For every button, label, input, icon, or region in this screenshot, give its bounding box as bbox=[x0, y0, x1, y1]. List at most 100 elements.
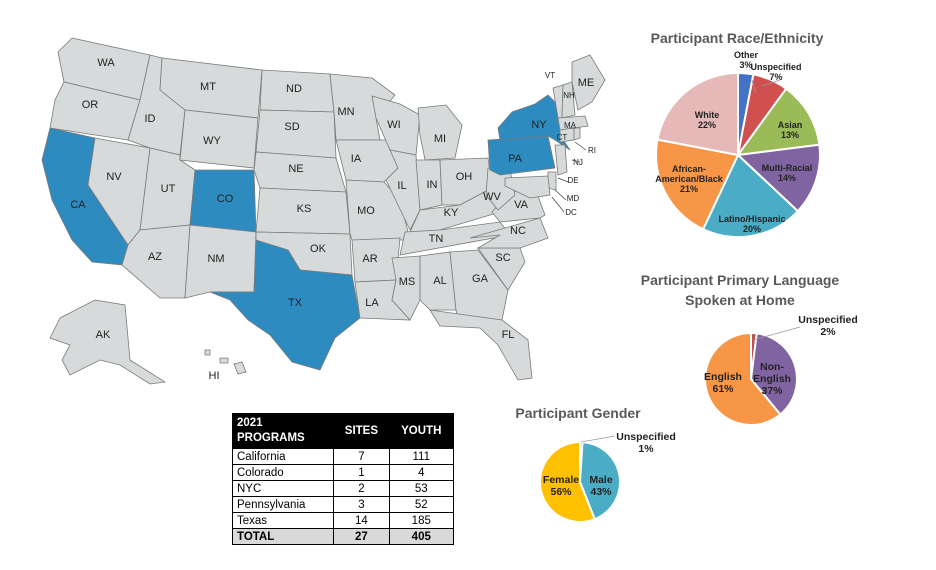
gender-chart-title: Participant Gender bbox=[515, 405, 641, 421]
state-mn bbox=[329, 73, 396, 141]
state-label-or: OR bbox=[82, 99, 99, 111]
state-label-tx: TX bbox=[288, 297, 303, 309]
table-cell-youth: 52 bbox=[388, 496, 455, 513]
state-label-nv: NV bbox=[106, 171, 122, 183]
pie-slice bbox=[701, 153, 800, 238]
state-label-nj: NJ bbox=[573, 158, 583, 167]
table-cell-youth: 405 bbox=[388, 528, 455, 545]
state-label-al: AL bbox=[433, 275, 446, 287]
pie-data-label: Unspecified 1% bbox=[616, 431, 676, 455]
state-label-vt: VT bbox=[545, 71, 555, 80]
state-label-mo: MO bbox=[357, 205, 375, 217]
state-label-ok: OK bbox=[310, 243, 327, 255]
state-label-va: VA bbox=[514, 199, 529, 211]
table-row: California 7 111 bbox=[231, 448, 455, 465]
state-label-md: MD bbox=[567, 194, 580, 203]
state-md bbox=[504, 175, 551, 199]
language-chart-title: Participant Primary Language Spoken at H… bbox=[640, 272, 840, 308]
state-label-tn: TN bbox=[429, 233, 444, 245]
state-label-nh: NH bbox=[563, 91, 575, 100]
state-nj bbox=[554, 144, 568, 176]
pie-data-label: Multi-Racial 14% bbox=[762, 163, 813, 183]
state-or bbox=[49, 81, 141, 141]
table-cell-youth: 4 bbox=[388, 464, 455, 481]
state-label-wy: WY bbox=[203, 135, 221, 147]
pie-data-label: White 22% bbox=[695, 110, 720, 130]
table-row: Colorado 1 4 bbox=[231, 464, 455, 481]
table-cell-youth: 111 bbox=[388, 448, 455, 465]
state-hi-3 bbox=[233, 361, 247, 375]
table-header-row: 2021 PROGRAMS SITES YOUTH bbox=[231, 413, 455, 449]
state-nh bbox=[561, 81, 576, 119]
state-label-nc: NC bbox=[510, 225, 526, 237]
table-cell-name: NYC bbox=[231, 480, 335, 497]
pie-slice bbox=[539, 440, 597, 523]
pie-data-label: Male 43% bbox=[589, 474, 613, 498]
state-tx bbox=[209, 239, 361, 371]
state-label-pa: PA bbox=[508, 153, 523, 165]
table-cell-name: California bbox=[231, 448, 335, 465]
table-cell-name: Pennsylvania bbox=[231, 496, 335, 513]
table-cell-sites: 27 bbox=[333, 528, 390, 545]
table-cell-sites: 1 bbox=[333, 464, 390, 481]
state-label-dc: DC bbox=[565, 208, 577, 217]
table-cell-youth: 53 bbox=[388, 480, 455, 497]
state-label-nd: ND bbox=[286, 83, 302, 95]
table-row: NYC 2 53 bbox=[231, 480, 455, 497]
state-label-ak: AK bbox=[96, 329, 111, 341]
state-label-az: AZ bbox=[148, 251, 162, 263]
pie-slice bbox=[704, 331, 782, 426]
state-label-fl: FL bbox=[502, 329, 515, 341]
pie-data-label: Non-English 37% bbox=[753, 361, 791, 397]
state-label-ar: AR bbox=[362, 253, 377, 265]
state-label-ma: MA bbox=[564, 121, 577, 130]
state-fl bbox=[429, 309, 533, 381]
state-ri bbox=[573, 127, 581, 141]
pie-data-label: Asian 13% bbox=[778, 120, 803, 140]
state-hi bbox=[204, 349, 211, 356]
pie-data-label: Unspecified 2% bbox=[798, 314, 858, 338]
table-cell-name: Texas bbox=[231, 512, 335, 529]
pie-data-label: Unspecified 7% bbox=[750, 62, 801, 82]
state-label-ks: KS bbox=[297, 203, 312, 215]
pie-leader-line bbox=[580, 435, 616, 443]
state-label-sd: SD bbox=[284, 121, 299, 133]
state-label-co: CO bbox=[217, 193, 234, 205]
pie-slice bbox=[656, 71, 739, 157]
pie-slice bbox=[655, 138, 740, 231]
state-label-nm: NM bbox=[207, 253, 224, 265]
state-label-sc: SC bbox=[495, 252, 510, 264]
pie-leader-line bbox=[761, 79, 781, 87]
race-chart-title: Participant Race/Ethnicity bbox=[650, 30, 824, 46]
table-row: Texas 14 185 bbox=[231, 512, 455, 529]
pie-leader-line bbox=[752, 326, 801, 341]
table-cell-name: Colorado bbox=[231, 464, 335, 481]
table-row: Pennsylvania 3 52 bbox=[231, 496, 455, 513]
state-label-id: ID bbox=[145, 113, 156, 125]
table-cell-sites: 3 bbox=[333, 496, 390, 513]
programs-table: 2021 PROGRAMS SITES YOUTH California 7 111 C… bbox=[231, 413, 455, 545]
state-label-wi: WI bbox=[387, 119, 400, 131]
state-label-la: LA bbox=[365, 297, 379, 309]
table-cell-youth: 185 bbox=[388, 512, 455, 529]
state-hi-2 bbox=[219, 357, 229, 364]
programs-header: 2021 PROGRAMS bbox=[231, 413, 335, 449]
table-cell-sites: 14 bbox=[333, 512, 390, 529]
state-ma bbox=[557, 115, 589, 131]
youth-header: YOUTH bbox=[388, 413, 455, 449]
state-label-in: IN bbox=[427, 179, 438, 191]
state-me bbox=[571, 54, 606, 111]
state-label-il: IL bbox=[397, 180, 406, 192]
state-label-hi: HI bbox=[209, 370, 220, 382]
state-label-wa: WA bbox=[97, 57, 115, 69]
table-total-row: TOTAL 27 405 bbox=[231, 528, 455, 545]
table-cell-sites: 2 bbox=[333, 480, 390, 497]
sites-header: SITES bbox=[333, 413, 390, 449]
state-ak bbox=[49, 299, 167, 385]
pie-leader-line bbox=[751, 79, 757, 94]
pie-slice bbox=[735, 87, 821, 157]
state-label-ut: UT bbox=[161, 183, 176, 195]
state-label-mn: MN bbox=[337, 106, 354, 118]
pie-data-label: English 61% bbox=[704, 371, 742, 395]
